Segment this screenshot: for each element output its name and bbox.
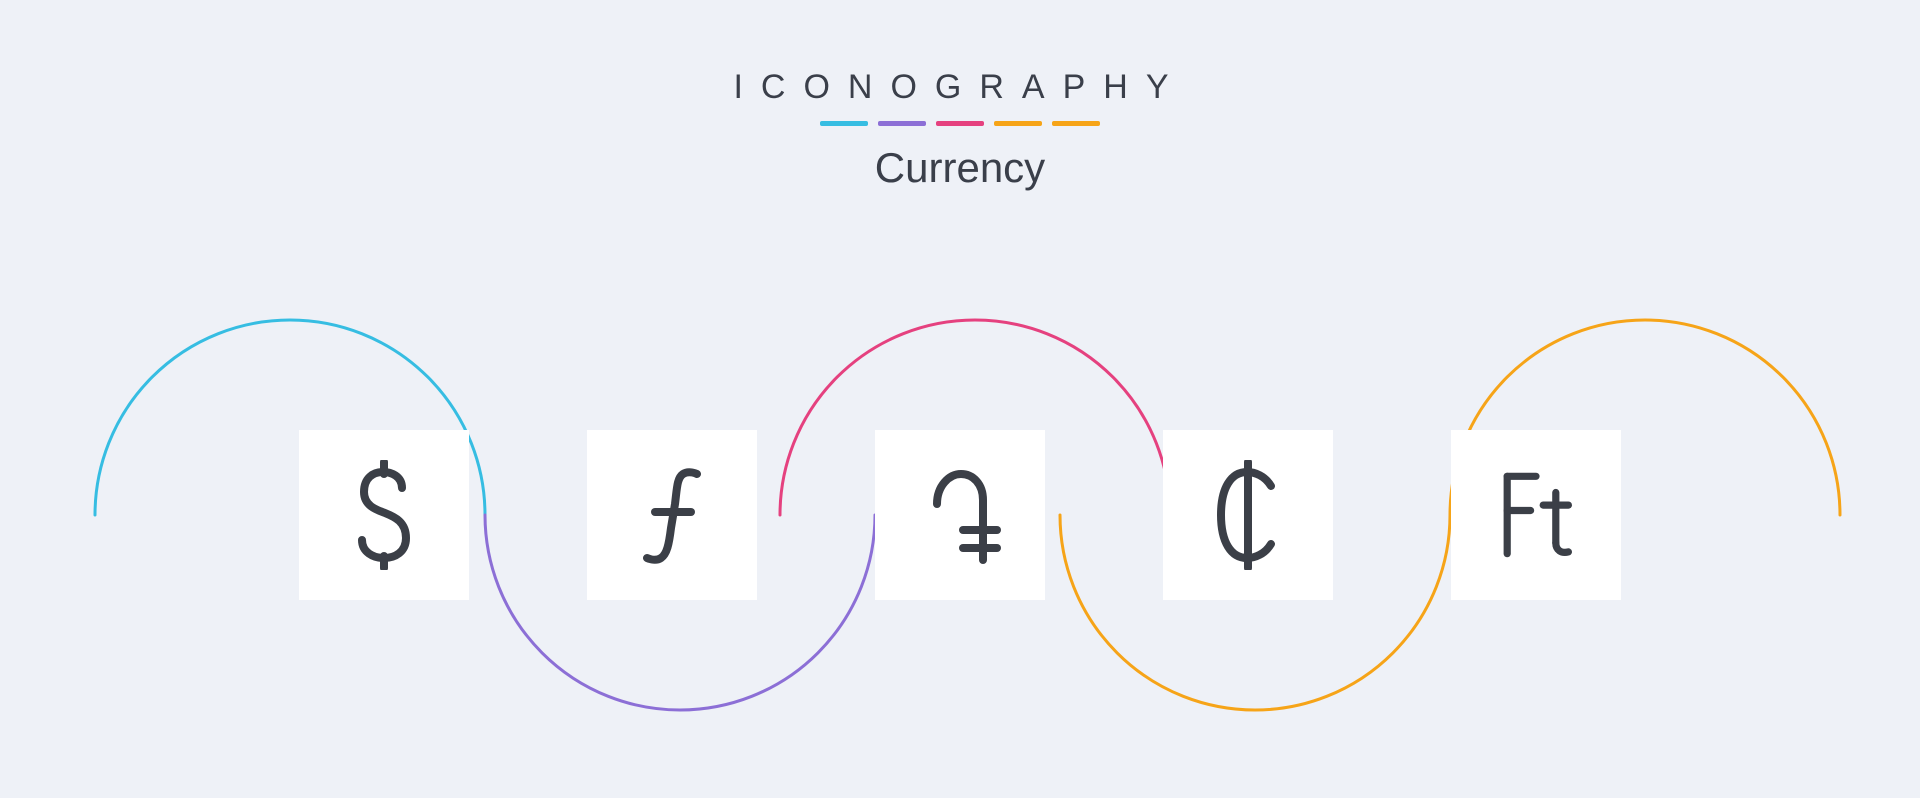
stripe-2 — [878, 121, 926, 126]
stripe-4 — [994, 121, 1042, 126]
card-forint — [1451, 430, 1621, 600]
subtitle: Currency — [0, 144, 1920, 192]
dram-icon — [915, 460, 1005, 570]
dollar-icon — [339, 460, 429, 570]
header: ICONOGRAPHY Currency — [0, 68, 1920, 192]
card-florin — [587, 430, 757, 600]
card-dollar — [299, 430, 469, 600]
brand-stripes — [0, 121, 1920, 126]
stripe-5 — [1052, 121, 1100, 126]
brand-title: ICONOGRAPHY — [0, 68, 1920, 107]
stripe-1 — [820, 121, 868, 126]
stripe-3 — [936, 121, 984, 126]
forint-icon — [1491, 460, 1581, 570]
icon-row — [0, 430, 1920, 600]
card-dram — [875, 430, 1045, 600]
florin-icon — [627, 460, 717, 570]
cedi-icon — [1203, 460, 1293, 570]
card-cedi — [1163, 430, 1333, 600]
